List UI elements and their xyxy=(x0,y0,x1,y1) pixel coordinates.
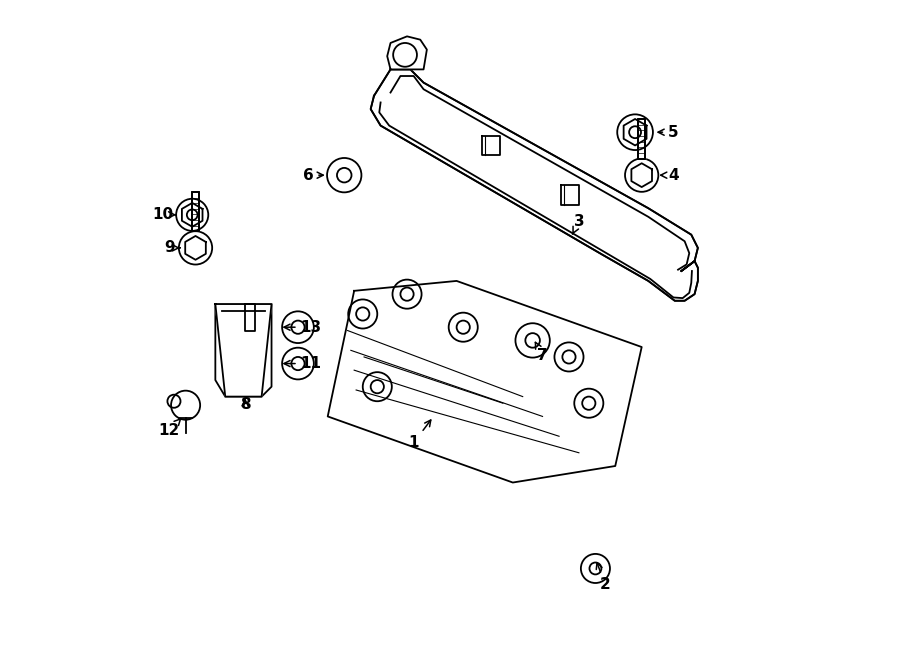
Polygon shape xyxy=(215,304,272,397)
Polygon shape xyxy=(371,69,698,301)
Text: 12: 12 xyxy=(158,418,181,438)
Text: 8: 8 xyxy=(239,397,250,412)
Polygon shape xyxy=(328,281,642,483)
Text: 1: 1 xyxy=(409,420,431,450)
Text: 6: 6 xyxy=(302,168,323,182)
Polygon shape xyxy=(245,304,255,330)
Polygon shape xyxy=(192,192,199,231)
Polygon shape xyxy=(638,119,645,159)
Polygon shape xyxy=(387,36,427,69)
Text: 5: 5 xyxy=(658,125,679,139)
Text: 9: 9 xyxy=(164,241,180,255)
Polygon shape xyxy=(185,236,206,260)
Text: 11: 11 xyxy=(284,356,321,371)
Text: 10: 10 xyxy=(152,208,176,222)
Text: 2: 2 xyxy=(597,563,611,592)
Polygon shape xyxy=(215,304,272,397)
Text: 7: 7 xyxy=(536,342,548,363)
Text: 4: 4 xyxy=(661,168,679,182)
Polygon shape xyxy=(561,185,579,205)
Polygon shape xyxy=(624,119,646,145)
Polygon shape xyxy=(632,163,652,187)
Text: 13: 13 xyxy=(284,320,322,334)
Polygon shape xyxy=(182,203,202,227)
Polygon shape xyxy=(482,136,500,155)
Text: 3: 3 xyxy=(572,214,584,234)
